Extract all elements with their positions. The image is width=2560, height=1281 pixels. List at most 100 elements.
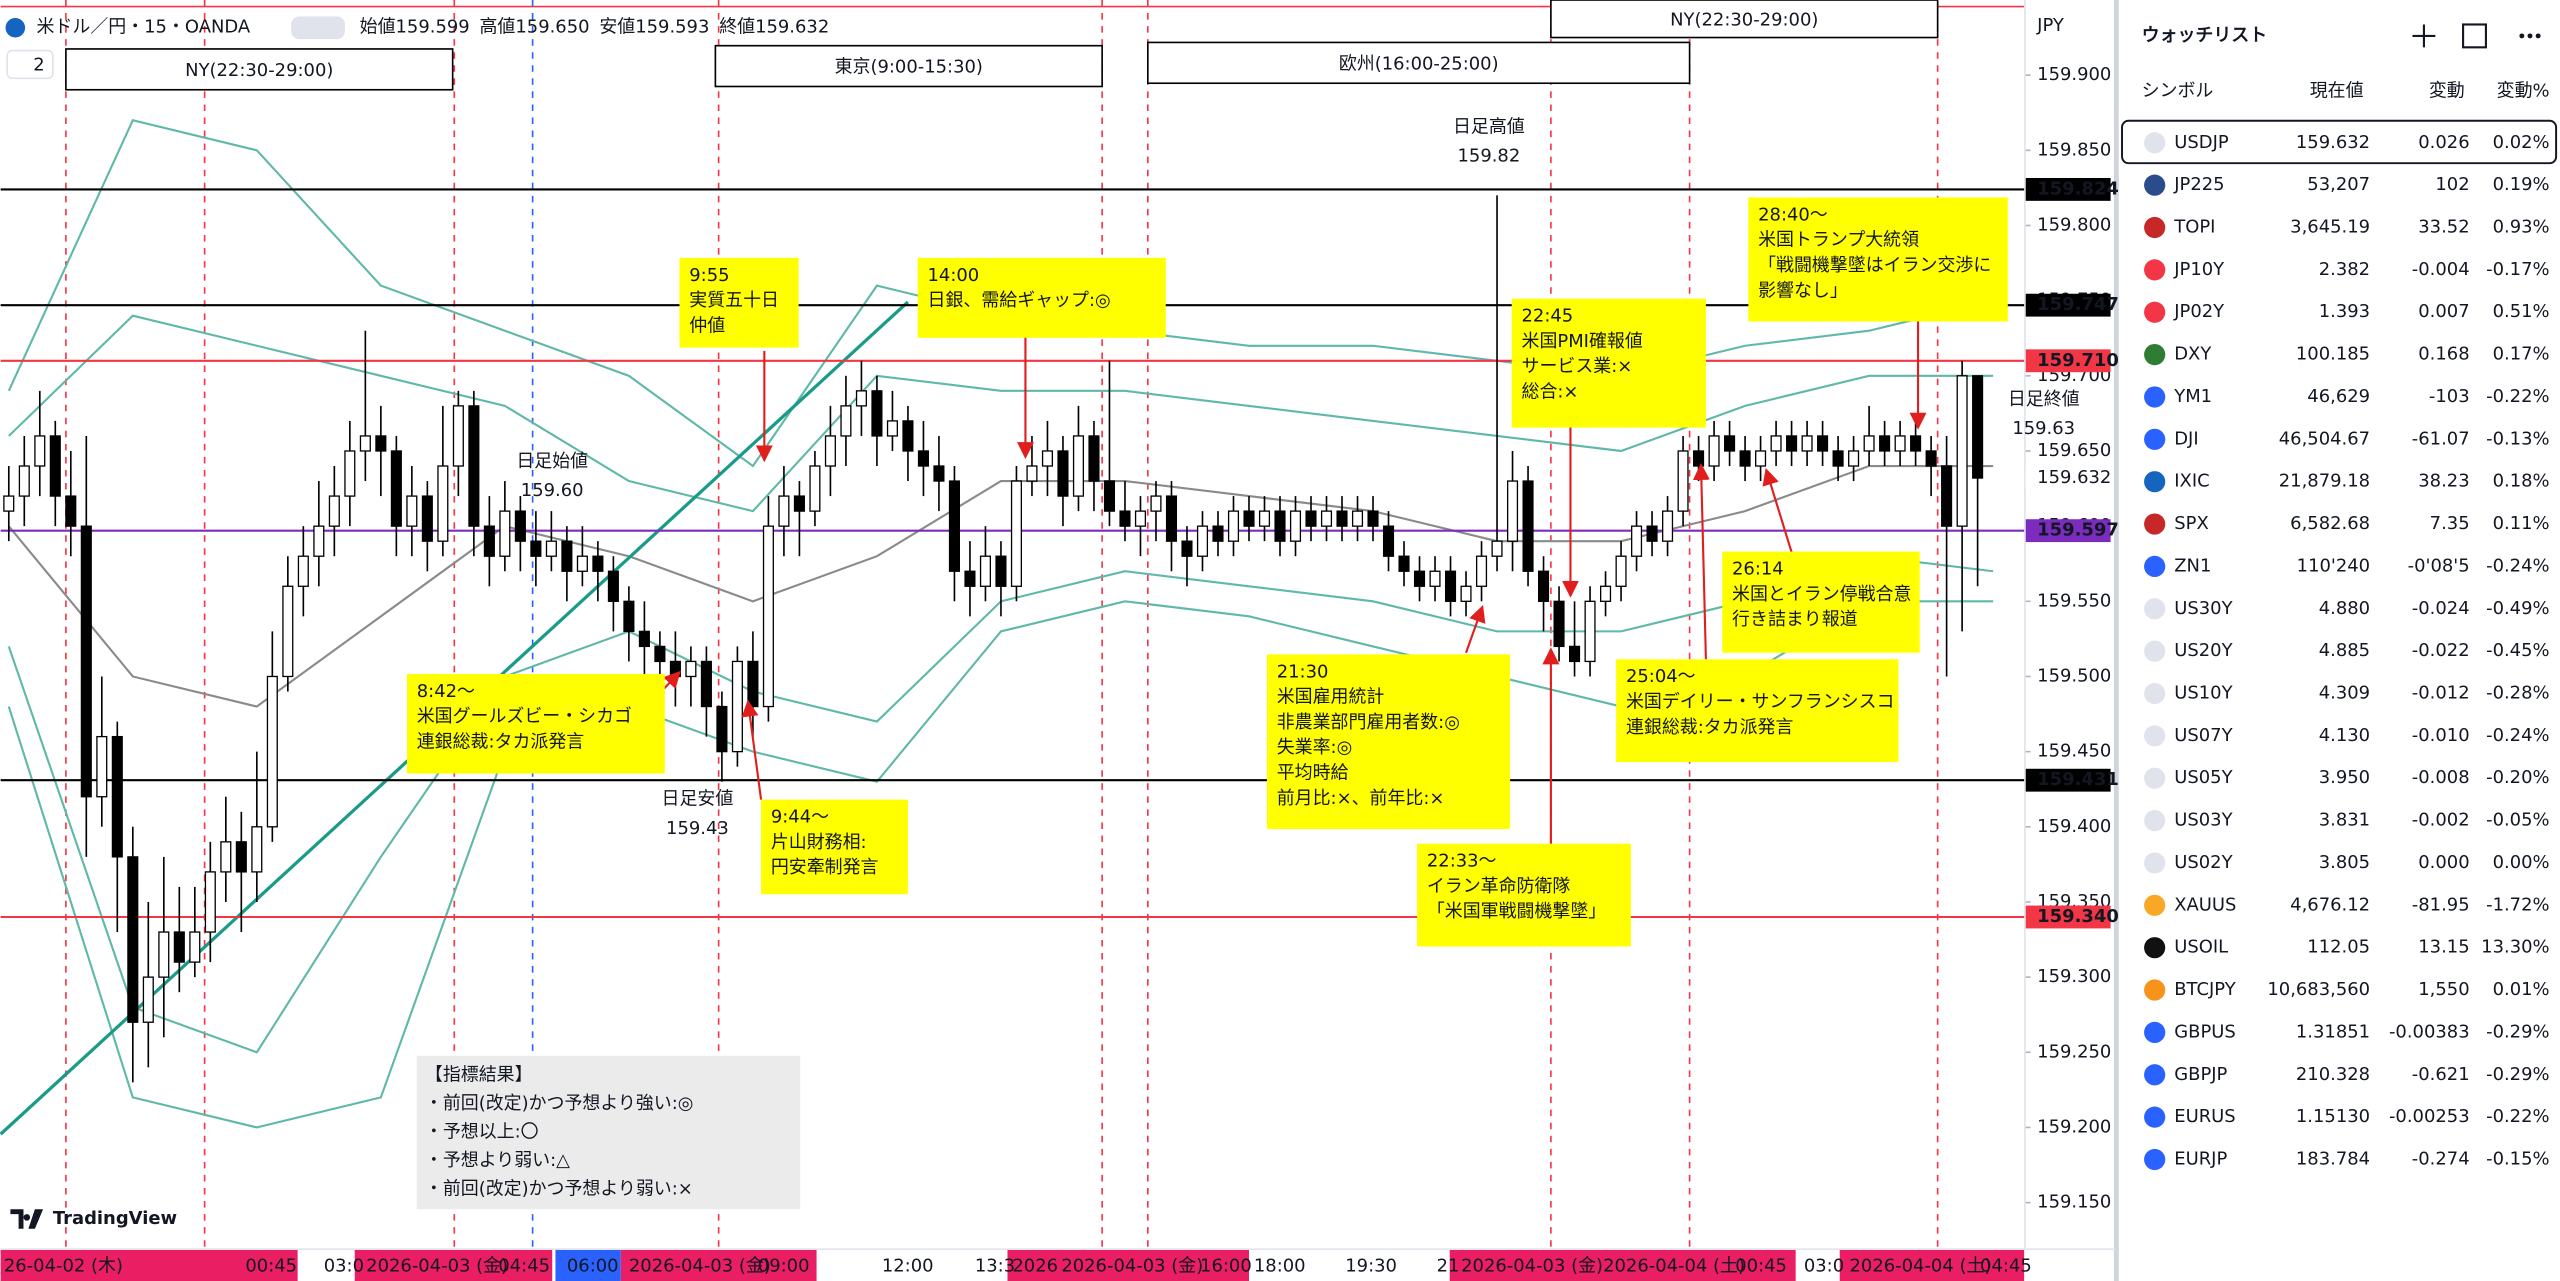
- candle-body: [173, 931, 185, 963]
- column-header: 変動: [2429, 80, 2465, 101]
- candle-body: [1041, 450, 1054, 467]
- symbol[interactable]: SPX: [2174, 513, 2209, 534]
- candle-body: [824, 435, 836, 467]
- candle-body: [1662, 510, 1674, 542]
- symbol[interactable]: US02Y: [2174, 852, 2232, 873]
- symbol[interactable]: IXIC: [2174, 471, 2209, 492]
- change: -81.95: [2412, 894, 2470, 915]
- time-label: 00:45: [1735, 1255, 1787, 1276]
- candle-body: [1646, 525, 1658, 542]
- current-price-label: 159.632: [2037, 467, 2111, 488]
- candle-body: [638, 630, 650, 648]
- candle-body: [127, 856, 139, 1023]
- add-icon[interactable]: [2412, 24, 2436, 48]
- change: -0.00383: [2389, 1021, 2470, 1042]
- symbol[interactable]: DXY: [2174, 344, 2211, 365]
- symbol[interactable]: USOIL: [2174, 937, 2228, 958]
- candle-body: [80, 525, 92, 798]
- ohlc-value: 159.650: [515, 17, 589, 38]
- symbol[interactable]: US30Y: [2174, 598, 2232, 619]
- time-highlight: [1839, 1249, 2025, 1281]
- column-header: 現在値: [2310, 80, 2364, 101]
- price: 3,645.19: [2290, 217, 2370, 238]
- symbol[interactable]: ZN1: [2174, 555, 2211, 576]
- level-label: 159.747: [2037, 294, 2119, 315]
- candle-body: [359, 435, 371, 452]
- price: 1.15130: [2296, 1106, 2370, 1127]
- symbol[interactable]: TOPI: [2173, 217, 2215, 238]
- symbol-icon: [2144, 1064, 2166, 1086]
- candle-body: [933, 465, 945, 482]
- candle-body: [1631, 525, 1643, 557]
- candle-body: [1724, 435, 1736, 452]
- more-dot[interactable]: [2527, 33, 2533, 39]
- candle-body: [1553, 600, 1565, 648]
- symbol-icon: [2144, 259, 2166, 281]
- candle-body: [483, 525, 495, 557]
- annotation-box: [1417, 843, 1631, 947]
- candle-body: [1289, 510, 1302, 542]
- symbol[interactable]: BTCJPY: [2174, 979, 2235, 1000]
- symbol[interactable]: US07Y: [2174, 725, 2232, 746]
- session-label: 欧州(16:00-25:00): [1339, 53, 1499, 74]
- ohlc-value: 159.632: [755, 17, 829, 38]
- annotation-text: 総合:×: [1522, 381, 1579, 402]
- session-box: [1550, 0, 1939, 39]
- price: 21,879.18: [2279, 471, 2370, 492]
- change-percent: 0.01%: [2493, 979, 2550, 1000]
- candle-body: [1088, 435, 1100, 482]
- symbol[interactable]: DJI: [2174, 428, 2198, 449]
- layout-icon[interactable]: [2462, 23, 2487, 49]
- candle-body: [1801, 435, 1813, 452]
- candle-body: [328, 495, 340, 527]
- symbol[interactable]: EURJP: [2174, 1148, 2227, 1169]
- candle-body: [623, 600, 635, 633]
- symbol[interactable]: JP225: [2173, 174, 2224, 195]
- symbol[interactable]: GBPUS: [2174, 1021, 2236, 1042]
- change: 1,550: [2418, 979, 2469, 1000]
- symbol[interactable]: JP10Y: [2173, 259, 2224, 280]
- more-dot[interactable]: [2535, 33, 2541, 39]
- price: 110'240: [2297, 555, 2370, 576]
- annotation-text: 米国PMI確報値: [1522, 331, 1643, 352]
- symbol-icon: [2144, 174, 2166, 196]
- candle-body: [1755, 450, 1767, 467]
- ohlc-label: 安値: [599, 17, 635, 38]
- candle-body: [1119, 510, 1131, 527]
- symbol[interactable]: US10Y: [2174, 683, 2232, 704]
- logo-mark: [10, 1209, 44, 1229]
- symbol-icon: [2144, 216, 2166, 239]
- y-tick-label: 159.900: [2037, 64, 2111, 85]
- symbol[interactable]: JP02Y: [2173, 301, 2224, 322]
- candle-body: [871, 390, 883, 437]
- time-highlight: [0, 1249, 298, 1281]
- selected-row: [2121, 119, 2558, 165]
- candle-body: [1832, 450, 1844, 467]
- symbol[interactable]: US05Y: [2174, 767, 2232, 788]
- change: -0.00253: [2389, 1106, 2470, 1127]
- daily-label-title: 日足高値: [1453, 116, 1525, 137]
- layout-button[interactable]: [6, 49, 54, 80]
- candle-body: [437, 465, 449, 542]
- annotation-text: 9:55: [689, 265, 729, 286]
- symbol[interactable]: GBPJP: [2174, 1064, 2227, 1085]
- symbol[interactable]: XAUUS: [2174, 894, 2236, 915]
- annotation-text: 米国グールズビー・シカゴ: [417, 706, 632, 727]
- daily-label-title: 日足始値: [516, 451, 588, 472]
- annotation-text: 非農業部門雇用者数:◎: [1277, 712, 1460, 733]
- symbol[interactable]: YM1: [2173, 386, 2212, 407]
- symbol[interactable]: EURUS: [2174, 1106, 2235, 1127]
- daily-label-value: 159.60: [521, 480, 584, 501]
- candle-body: [1243, 510, 1255, 527]
- more-dot[interactable]: [2519, 33, 2525, 39]
- symbol[interactable]: USDJP: [2174, 132, 2229, 153]
- symbol[interactable]: US20Y: [2174, 640, 2232, 661]
- candle-body: [917, 450, 929, 467]
- y-tick-label: 159.550: [2037, 590, 2111, 611]
- symbol-icon: [5, 17, 26, 38]
- ohlc-value: 159.593: [635, 17, 709, 38]
- ohlc-label: 始値: [360, 17, 396, 38]
- symbol[interactable]: US03Y: [2174, 810, 2232, 831]
- candle-body: [514, 510, 526, 542]
